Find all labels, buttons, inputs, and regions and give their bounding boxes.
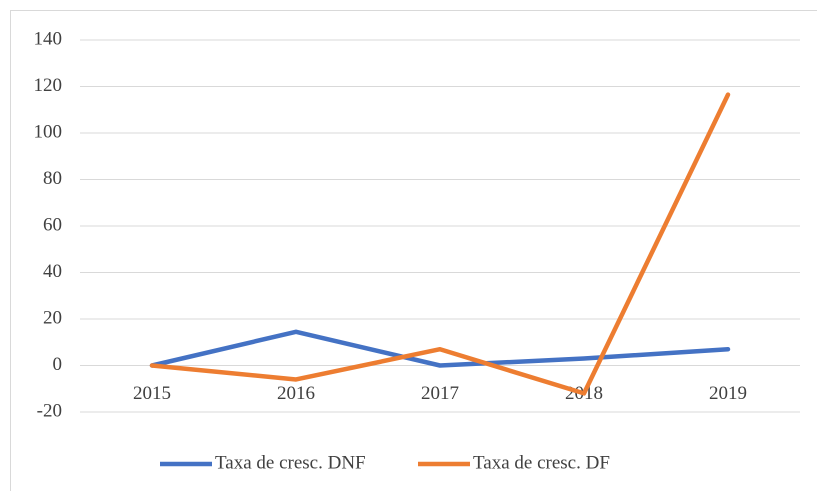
y-tick-label: 120 bbox=[34, 75, 63, 96]
y-tick-label: -20 bbox=[37, 400, 62, 421]
x-tick-label: 2017 bbox=[421, 383, 459, 404]
x-tick-label: 2019 bbox=[709, 383, 747, 404]
y-tick-label: 0 bbox=[53, 354, 63, 375]
chart-border bbox=[10, 10, 817, 491]
y-tick-label: 20 bbox=[43, 307, 62, 328]
series-line bbox=[149, 329, 731, 368]
x-tick-label: 2016 bbox=[277, 383, 315, 404]
legend-label: Taxa de cresc. DNF bbox=[215, 452, 366, 473]
y-tick-label: 60 bbox=[43, 214, 62, 235]
legend-label: Taxa de cresc. DF bbox=[473, 452, 610, 473]
series-line bbox=[149, 92, 731, 396]
y-tick-label: 40 bbox=[43, 261, 62, 282]
y-tick-label: 80 bbox=[43, 168, 62, 189]
y-tick-label: 140 bbox=[34, 28, 63, 49]
y-tick-label: 100 bbox=[34, 121, 63, 142]
x-tick-label: 2015 bbox=[133, 383, 171, 404]
